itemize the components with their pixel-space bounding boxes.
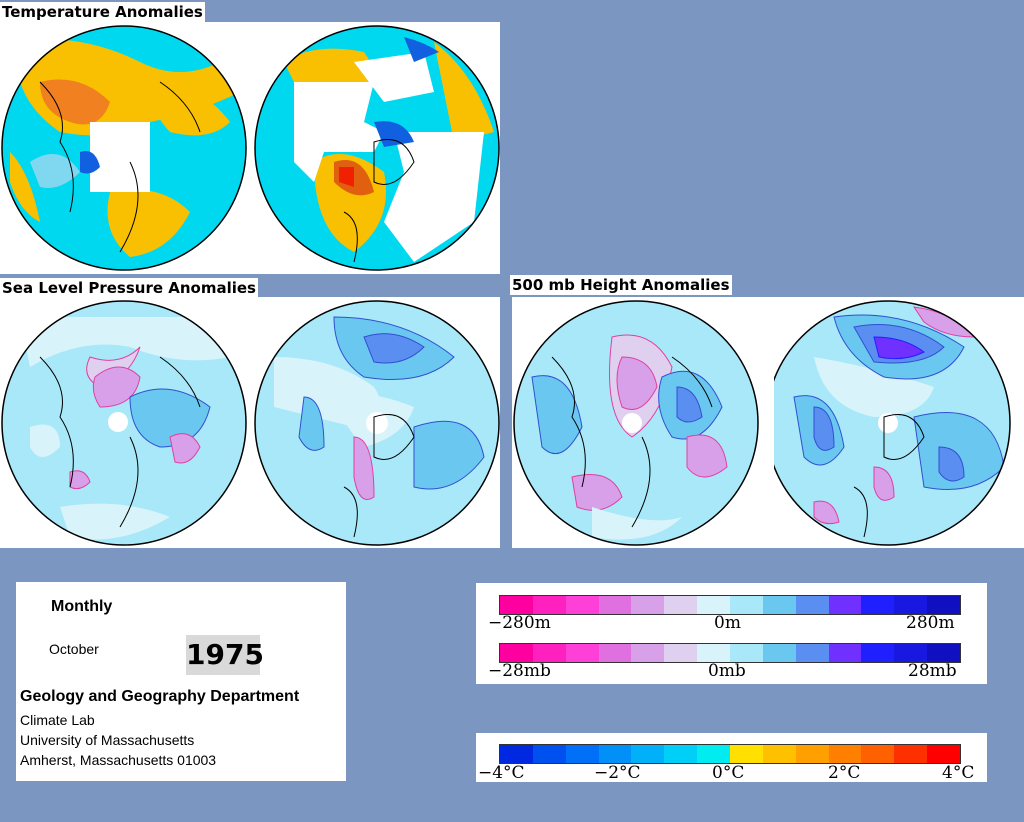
- lab-label: Climate Lab: [20, 712, 95, 728]
- temperature-legend: −4°C −2°C 0°C 2°C 4°C: [476, 733, 987, 783]
- pressure-mid-label: 0mb: [708, 661, 746, 681]
- height-swatch-7: [730, 596, 763, 614]
- height-swatch-4: [631, 596, 665, 614]
- pressure-swatch-4: [631, 644, 665, 662]
- height-swatch-12: [894, 596, 928, 614]
- temperature-globe-north: [1, 25, 247, 271]
- slp-globe-north: [1, 300, 247, 546]
- height500-globe-south: [774, 300, 1011, 546]
- pressure-swatch-5: [664, 644, 698, 662]
- period-label: Monthly: [51, 598, 113, 615]
- pressure-swatch-0: [500, 644, 533, 662]
- info-panel: Monthly October 1975 Geology and Geograp…: [16, 582, 346, 781]
- temperature-title: Temperature Anomalies: [0, 2, 205, 22]
- temperature-swatch-10: [828, 745, 862, 763]
- pressure-max-label: 28mb: [908, 661, 957, 681]
- university-label: University of Massachusetts: [20, 732, 195, 748]
- temperature-swatch-0: [500, 745, 533, 763]
- temperature-label-3: 2°C: [828, 763, 861, 783]
- slp-title: Sea Level Pressure Anomalies: [0, 278, 258, 298]
- height-min-label: −280m: [488, 613, 551, 633]
- height-color-bar: [499, 595, 961, 615]
- temperature-swatch-3: [598, 745, 632, 763]
- temperature-globe-south: [254, 25, 500, 271]
- pressure-swatch-11: [861, 644, 895, 662]
- pressure-swatch-1: [532, 644, 566, 662]
- temperature-swatch-12: [894, 745, 928, 763]
- height-swatch-3: [598, 596, 632, 614]
- height-swatch-11: [861, 596, 895, 614]
- month-label: October: [49, 641, 99, 657]
- height-pressure-legend: −280m 0m 280m −28mb 0mb 28mb: [476, 583, 987, 684]
- temperature-swatch-4: [631, 745, 665, 763]
- temperature-swatch-2: [565, 745, 599, 763]
- address-label: Amherst, Massachusetts 01003: [20, 752, 217, 768]
- pressure-swatch-3: [598, 644, 632, 662]
- height500-globe-north: [513, 300, 759, 546]
- pressure-swatch-13: [927, 644, 961, 662]
- temperature-label-4: 4°C: [942, 763, 975, 783]
- department-label: Geology and Geography Department: [20, 688, 300, 705]
- pressure-min-label: −28mb: [488, 661, 551, 681]
- pressure-color-bar: [499, 643, 961, 663]
- pressure-swatch-2: [565, 644, 599, 662]
- temperature-label-1: −2°C: [594, 763, 641, 783]
- height-swatch-5: [664, 596, 698, 614]
- height-swatch-1: [532, 596, 566, 614]
- temperature-label-2: 0°C: [712, 763, 745, 783]
- height-swatch-0: [500, 596, 533, 614]
- temperature-swatch-13: [927, 745, 961, 763]
- slp-globe-south: [254, 300, 500, 546]
- height-max-label: 280m: [906, 613, 955, 633]
- height-swatch-6: [697, 596, 731, 614]
- temperature-swatch-1: [532, 745, 566, 763]
- pressure-swatch-10: [828, 644, 862, 662]
- pressure-swatch-6: [697, 644, 731, 662]
- height-mid-label: 0m: [714, 613, 741, 633]
- temperature-color-bar: [499, 744, 961, 764]
- temperature-swatch-5: [664, 745, 698, 763]
- temperature-swatch-7: [730, 745, 763, 763]
- temperature-swatch-6: [697, 745, 731, 763]
- height-swatch-8: [762, 596, 796, 614]
- temperature-swatch-9: [795, 745, 829, 763]
- pressure-swatch-8: [762, 644, 796, 662]
- height-swatch-2: [565, 596, 599, 614]
- temperature-label-0: −4°C: [478, 763, 525, 783]
- pressure-swatch-12: [894, 644, 928, 662]
- height500-title: 500 mb Height Anomalies: [510, 275, 732, 295]
- temperature-swatch-8: [762, 745, 796, 763]
- height-swatch-13: [927, 596, 961, 614]
- height-swatch-9: [795, 596, 829, 614]
- height-swatch-10: [828, 596, 862, 614]
- temperature-swatch-11: [861, 745, 895, 763]
- pressure-swatch-9: [795, 644, 829, 662]
- pressure-swatch-7: [730, 644, 763, 662]
- year-label: 1975: [186, 635, 264, 675]
